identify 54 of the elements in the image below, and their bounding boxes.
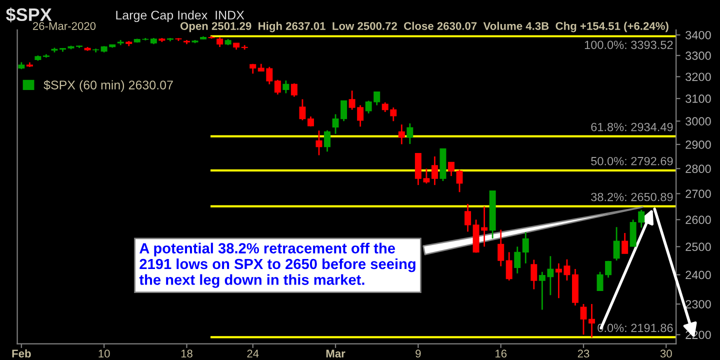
x-tick-label: 18 — [181, 350, 192, 358]
candlestick — [290, 82, 298, 98]
candlestick — [431, 156, 438, 186]
candlestick — [274, 79, 281, 96]
candlestick — [506, 251, 512, 282]
y-tick-label: 2400 — [686, 270, 711, 280]
x-tick-label: Mar — [326, 350, 346, 358]
y-tick-label: 3000 — [686, 117, 711, 126]
candlestick — [456, 169, 463, 193]
annotation: Open 2501.29 High 2637.01 Low 2500.72 Close 2630.07 Volume 4.3B Chg +154.51 (+6.24%) — [180, 22, 668, 32]
candlestick — [522, 232, 529, 264]
ref-line-label: 38.2%: 2650.89 — [591, 192, 673, 202]
candlestick — [316, 130, 322, 156]
y-tick-label: 3200 — [686, 72, 711, 82]
candlestick — [398, 124, 405, 145]
candlestick — [530, 259, 538, 290]
candlestick — [282, 80, 290, 94]
candlestick — [307, 116, 314, 128]
y-tick-label: 2600 — [686, 216, 711, 224]
candlestick — [514, 246, 521, 274]
candlestick — [498, 229, 504, 267]
y-tick-label: 3300 — [686, 52, 711, 60]
annotation: 26-Mar-2020 — [32, 22, 96, 30]
x-tick-label: Feb — [12, 349, 31, 358]
chart-title: $SPX — [6, 7, 52, 22]
ref-line-label: 100.0%: 3393.52 — [584, 40, 673, 50]
candlestick — [299, 98, 306, 121]
y-tick-label: 2300 — [686, 300, 711, 308]
candlestick — [216, 36, 224, 48]
y-tick-label: 3100 — [686, 94, 711, 103]
candlestick — [464, 203, 472, 232]
ref-line-label: 61.8%: 2934.49 — [591, 122, 673, 132]
legend-label: $SPX (60 min) 2630.07 — [44, 80, 173, 92]
candlestick — [613, 226, 620, 262]
candlestick — [588, 303, 596, 338]
x-tick-label: 16 — [496, 350, 507, 358]
y-tick-label: 2800 — [686, 164, 711, 174]
x-tick-label: 30 — [660, 350, 672, 358]
chart-subtitle: Large Cap Index INDX — [116, 10, 244, 22]
candlestick — [324, 130, 330, 152]
y-tick-label: 3400 — [686, 30, 711, 40]
y-tick-label: 2900 — [686, 140, 711, 149]
candlestick — [622, 232, 628, 254]
candlestick — [448, 162, 454, 177]
ref-line-label: 50.0%: 2792.69 — [591, 156, 673, 166]
candlestick — [580, 303, 587, 336]
x-tick-label: 9 — [416, 350, 421, 358]
x-tick-label: 10 — [98, 350, 110, 358]
x-tick-label: 23 — [578, 350, 590, 358]
candlestick — [406, 122, 414, 145]
y-tick-label: 2700 — [686, 190, 711, 198]
x-tick-label: 24 — [247, 350, 259, 358]
annotation: A potential 38.2% retracement off the 2191 lows on SPX to 2650 before seeing the next leg down in this market. — [139, 242, 416, 288]
y-tick-label: 2500 — [686, 242, 711, 252]
